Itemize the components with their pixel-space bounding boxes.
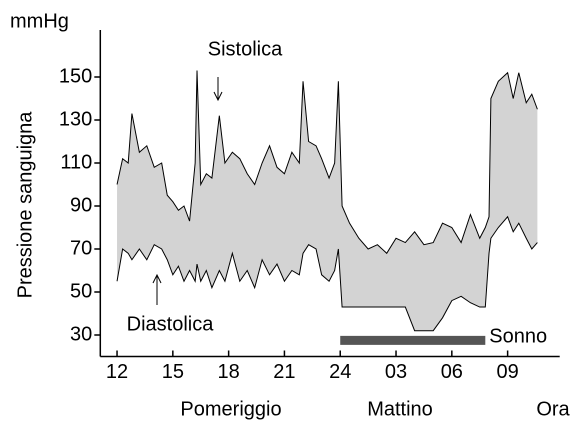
y-tick-label: 30 — [70, 323, 92, 345]
arrow-head — [213, 91, 223, 102]
x-tick-label: 18 — [218, 361, 240, 383]
band-fill — [117, 70, 538, 331]
sleep-label: Sonno — [489, 326, 547, 348]
sleep-bar — [340, 335, 486, 345]
x-tick-label: 06 — [441, 361, 463, 383]
x-tick-label: 24 — [329, 361, 351, 383]
series-label: Diastolica — [127, 313, 215, 335]
y-tick-label: 110 — [60, 151, 92, 173]
y-tick-label: 70 — [70, 237, 92, 259]
y-tick-label: 90 — [70, 194, 92, 216]
x-tick-label: 03 — [385, 361, 407, 383]
y-tick-label: 130 — [59, 108, 92, 130]
series-label: Sistolica — [208, 38, 283, 60]
x-tick-label: 12 — [106, 361, 128, 383]
x-axis-label: Ora — [536, 398, 570, 420]
series-line — [116, 215, 538, 332]
x-tick-label: 09 — [496, 361, 518, 383]
y-axis-label: Pressione sanguigna — [14, 111, 36, 299]
x-tick-label: 15 — [162, 361, 184, 383]
x-axis-label: Pomeriggio — [180, 398, 281, 420]
series-line — [116, 70, 538, 255]
y-tick-label: 150 — [59, 65, 92, 87]
y-tick-label: 50 — [70, 280, 92, 302]
arrow-head — [152, 273, 162, 284]
x-tick-label: 21 — [273, 361, 295, 383]
x-axis-label: Mattino — [367, 398, 433, 420]
unit-label: mmHg — [10, 10, 69, 32]
